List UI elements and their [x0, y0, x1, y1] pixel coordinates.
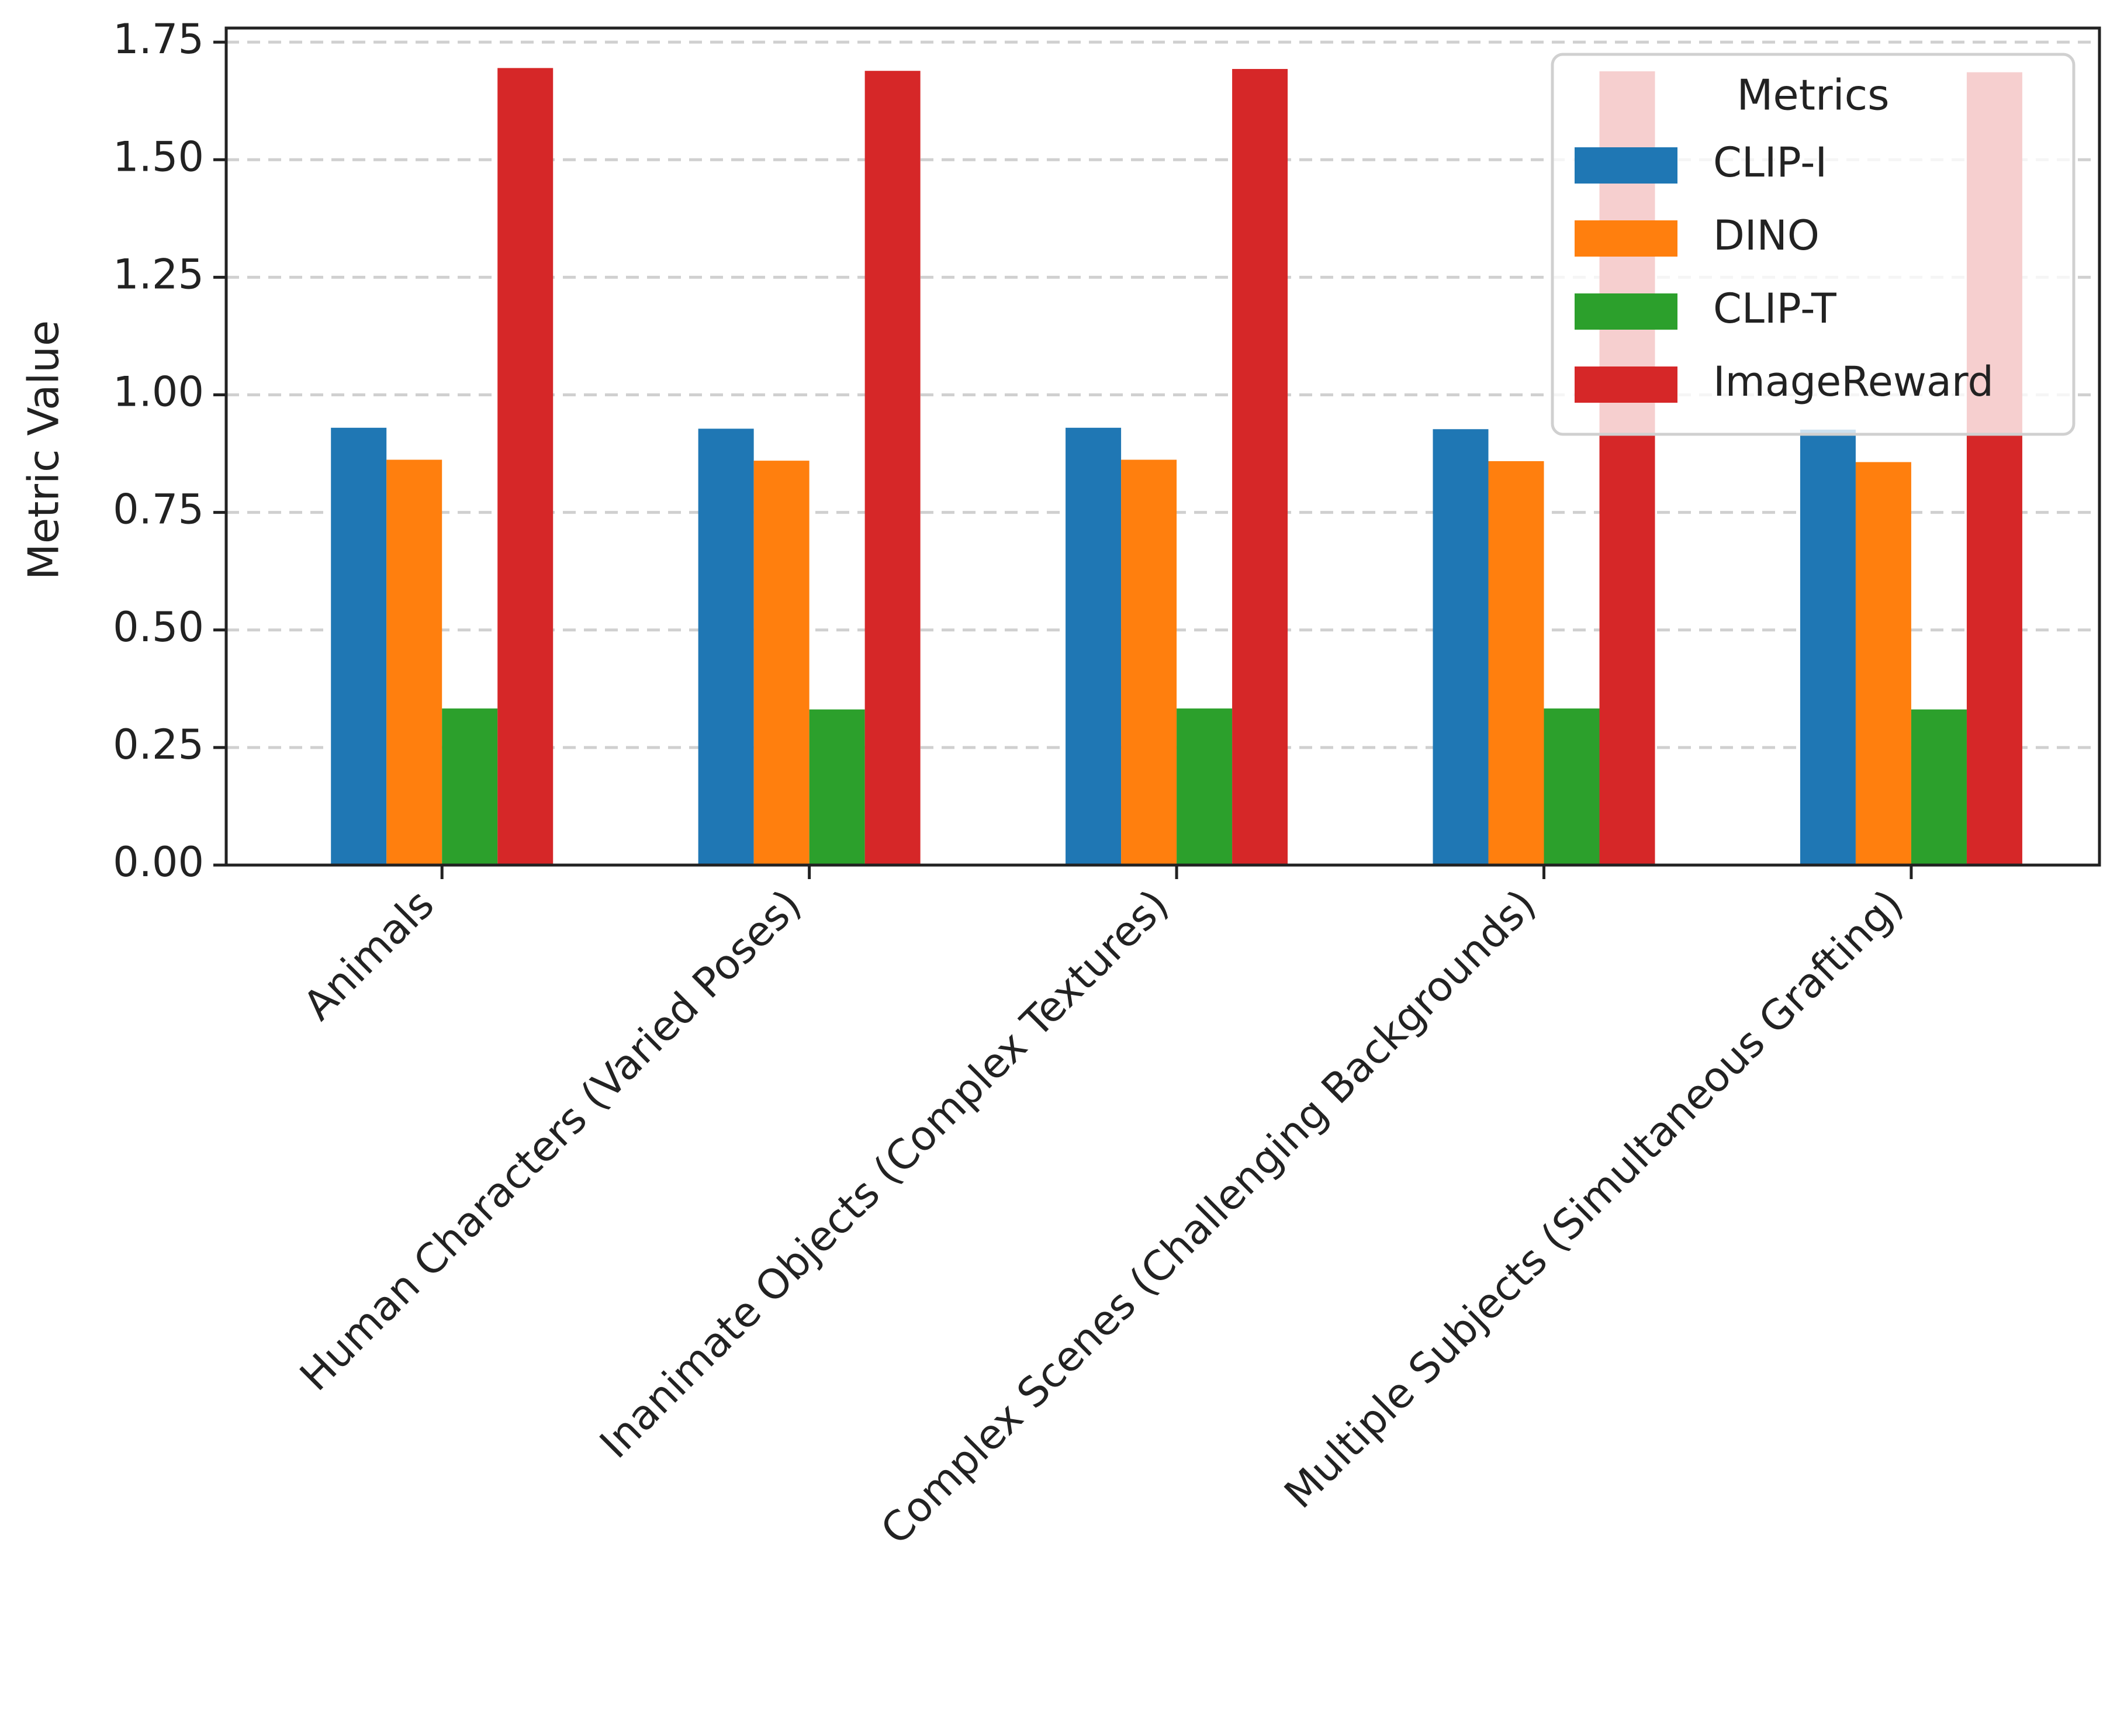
legend: Metrics CLIP-I DINO CLIP-T ImageReward	[1551, 53, 2076, 436]
legend-item-label: ImageReward	[1713, 358, 1994, 406]
y-tick-label: 1.50	[113, 133, 204, 181]
bar	[753, 461, 810, 865]
bar	[1800, 430, 1856, 865]
axes	[224, 26, 2101, 867]
legend-swatch	[1575, 147, 1677, 184]
bar	[1488, 461, 1544, 865]
bar	[1177, 708, 1233, 865]
legend-title: Metrics	[1737, 71, 1889, 120]
bar	[698, 428, 754, 865]
bar	[1855, 462, 1911, 865]
bar	[1066, 427, 1122, 865]
bar	[442, 708, 498, 865]
y-tick-label: 1.25	[113, 250, 204, 298]
bar	[386, 459, 442, 865]
legend-swatch	[1575, 293, 1677, 330]
y-tick-label: 1.00	[113, 368, 204, 416]
bar	[1433, 429, 1489, 865]
plot-frame	[224, 26, 2101, 867]
bar	[497, 68, 554, 865]
bar	[809, 709, 865, 865]
legend-item-label: CLIP-T	[1713, 285, 1836, 333]
y-axis-label: Metric Value	[19, 320, 68, 580]
bar	[1544, 708, 1600, 865]
bars	[331, 68, 2022, 866]
bar	[1911, 709, 1967, 865]
bar	[331, 427, 387, 865]
y-tick-label: 0.00	[113, 838, 204, 886]
y-tick-label: 0.75	[113, 486, 204, 534]
y-tick-label: 0.50	[113, 603, 204, 651]
y-tick-label: 1.75	[113, 15, 204, 63]
legend-swatch	[1575, 220, 1677, 257]
legend-swatch	[1575, 366, 1677, 403]
bar	[864, 71, 921, 866]
legend-box	[1551, 53, 2076, 436]
y-tick-label: 0.25	[113, 721, 204, 769]
bar	[1121, 459, 1177, 865]
legend-item-label: CLIP-I	[1713, 139, 1827, 186]
legend-item-label: DINO	[1713, 212, 1819, 260]
bar	[1232, 68, 1288, 866]
